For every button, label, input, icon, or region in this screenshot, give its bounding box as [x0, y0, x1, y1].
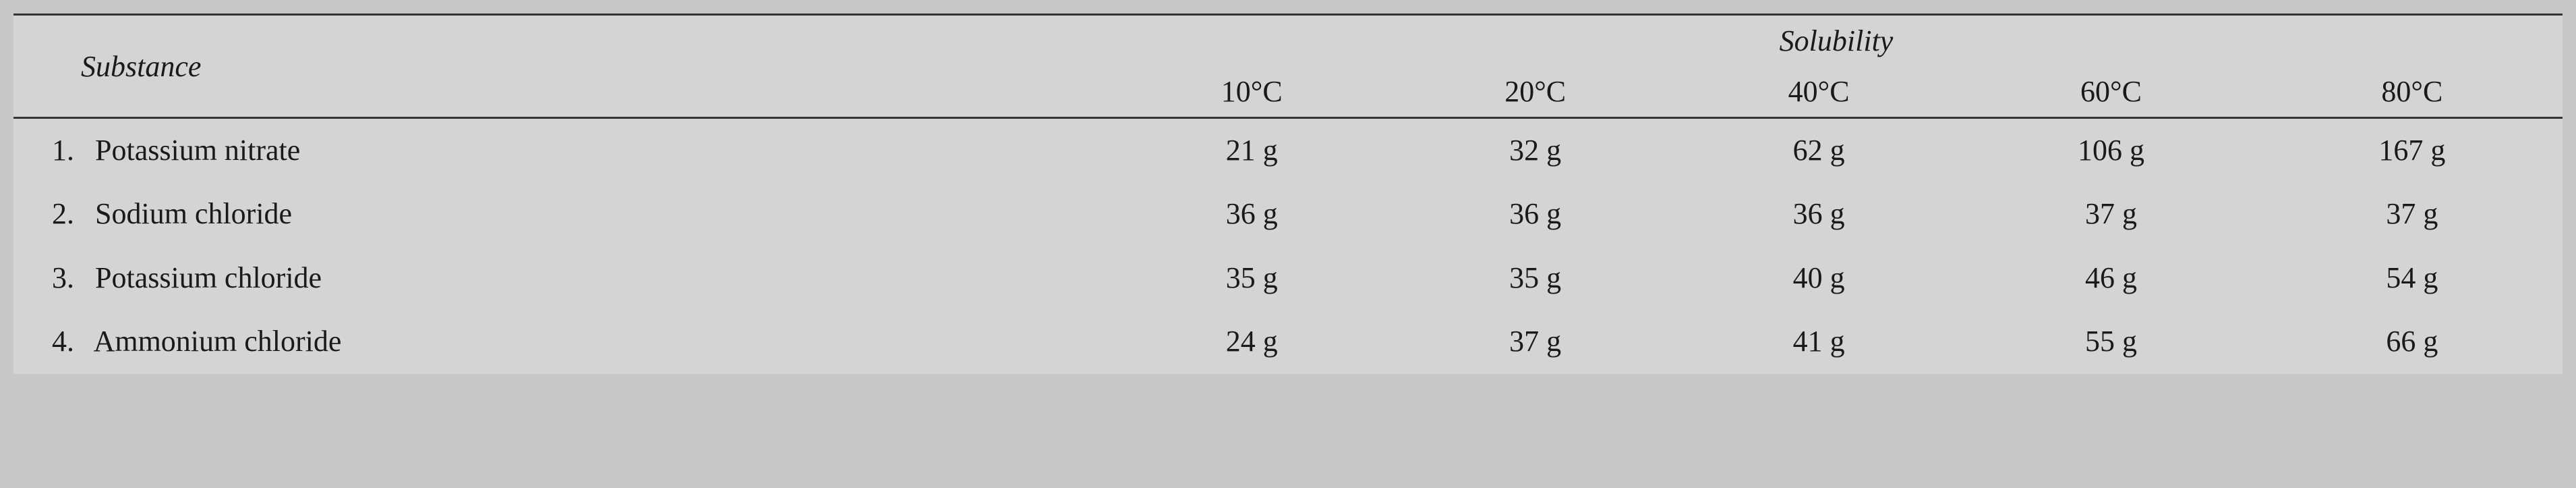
table-header: Substance Solubility 10°C 20°C 40°C 60°C… — [13, 15, 2563, 118]
solubility-value: 36 g — [1110, 182, 1393, 246]
solubility-column-header: Solubility — [1110, 15, 2563, 67]
solubility-value: 106 g — [1960, 118, 2261, 183]
solubility-value: 21 g — [1110, 118, 1393, 183]
substance-name: Potassium chloride — [95, 261, 322, 294]
solubility-value: 46 g — [1960, 246, 2261, 310]
row-number: 3. — [40, 254, 74, 302]
temperature-header-20c: 20°C — [1393, 66, 1676, 118]
substance-name: Ammonium chloride — [94, 325, 342, 358]
substance-cell: 3. Potassium chloride — [13, 246, 1110, 310]
substance-column-header: Substance — [13, 15, 1110, 118]
temperature-header-40c: 40°C — [1677, 66, 1960, 118]
solubility-value: 35 g — [1393, 246, 1676, 310]
table-body: 1. Potassium nitrate 21 g 32 g 62 g 106 … — [13, 118, 2563, 374]
solubility-value: 24 g — [1110, 310, 1393, 373]
temperature-header-10c: 10°C — [1110, 66, 1393, 118]
solubility-table: Substance Solubility 10°C 20°C 40°C 60°C… — [13, 13, 2563, 374]
row-number: 1. — [40, 127, 74, 174]
solubility-value: 40 g — [1677, 246, 1960, 310]
solubility-value: 32 g — [1393, 118, 1676, 183]
solubility-value: 41 g — [1677, 310, 1960, 373]
solubility-value: 36 g — [1393, 182, 1676, 246]
table-row: 1. Potassium nitrate 21 g 32 g 62 g 106 … — [13, 118, 2563, 183]
solubility-value: 66 g — [2262, 310, 2563, 373]
row-number: 2. — [40, 190, 74, 238]
row-number: 4. — [40, 318, 74, 365]
substance-cell: 4. Ammonium chloride — [13, 310, 1110, 373]
solubility-value: 35 g — [1110, 246, 1393, 310]
solubility-value: 36 g — [1677, 182, 1960, 246]
solubility-value: 55 g — [1960, 310, 2261, 373]
solubility-value: 37 g — [2262, 182, 2563, 246]
temperature-header-60c: 60°C — [1960, 66, 2261, 118]
table-row: 4. Ammonium chloride 24 g 37 g 41 g 55 g… — [13, 310, 2563, 373]
substance-cell: 1. Potassium nitrate — [13, 118, 1110, 183]
substance-name: Sodium chloride — [95, 197, 292, 230]
solubility-value: 167 g — [2262, 118, 2563, 183]
temperature-header-80c: 80°C — [2262, 66, 2563, 118]
solubility-value: 37 g — [1393, 310, 1676, 373]
substance-name: Potassium nitrate — [95, 134, 300, 167]
solubility-value: 37 g — [1960, 182, 2261, 246]
solubility-value: 54 g — [2262, 246, 2563, 310]
table-row: 2. Sodium chloride 36 g 36 g 36 g 37 g 3… — [13, 182, 2563, 246]
solubility-table-container: Substance Solubility 10°C 20°C 40°C 60°C… — [13, 13, 2563, 374]
solubility-value: 62 g — [1677, 118, 1960, 183]
substance-cell: 2. Sodium chloride — [13, 182, 1110, 246]
table-row: 3. Potassium chloride 35 g 35 g 40 g 46 … — [13, 246, 2563, 310]
